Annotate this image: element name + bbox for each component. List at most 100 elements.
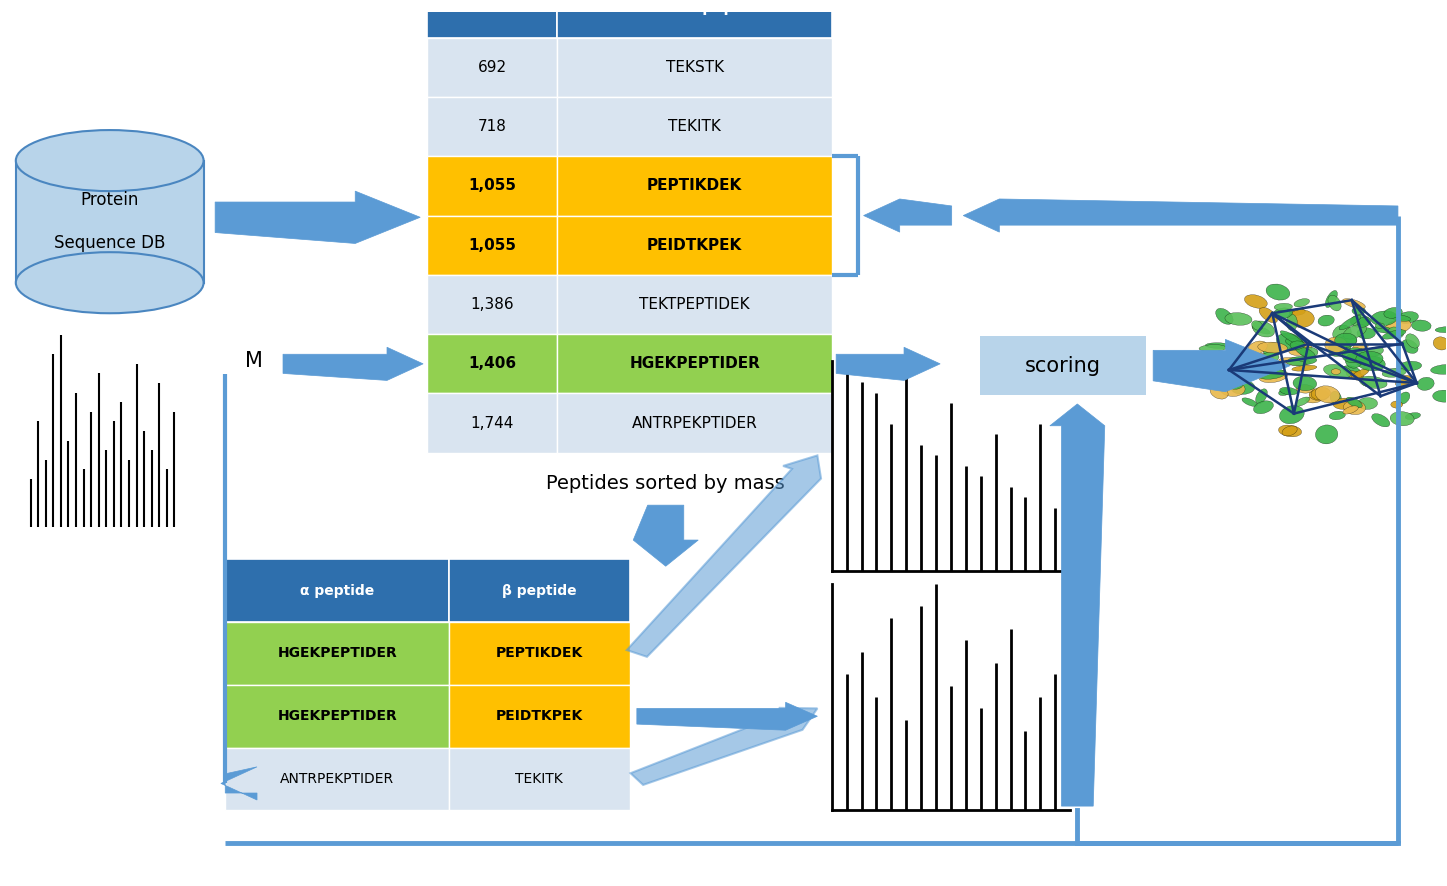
Text: TEKTPEPTIDEK: TEKTPEPTIDEK: [640, 297, 750, 312]
Ellipse shape: [1301, 347, 1318, 358]
Ellipse shape: [1288, 343, 1312, 355]
Ellipse shape: [1333, 325, 1351, 342]
Ellipse shape: [1266, 284, 1289, 300]
Ellipse shape: [1275, 303, 1292, 311]
FancyBboxPatch shape: [557, 156, 832, 215]
Text: HGEKPEPTIDER: HGEKPEPTIDER: [278, 647, 396, 660]
Ellipse shape: [1343, 324, 1366, 339]
Ellipse shape: [1405, 334, 1420, 348]
Ellipse shape: [1433, 337, 1447, 350]
Ellipse shape: [1288, 356, 1317, 365]
Ellipse shape: [1289, 341, 1305, 349]
Ellipse shape: [1388, 327, 1404, 338]
Ellipse shape: [1226, 313, 1252, 325]
Ellipse shape: [1244, 354, 1273, 368]
Text: PEIDTKPEK: PEIDTKPEK: [647, 237, 742, 253]
Ellipse shape: [1259, 369, 1288, 383]
FancyBboxPatch shape: [427, 393, 557, 453]
Text: Sequence DB: Sequence DB: [54, 235, 165, 253]
Ellipse shape: [1289, 310, 1314, 328]
Ellipse shape: [1285, 338, 1302, 346]
Ellipse shape: [1362, 380, 1378, 387]
Ellipse shape: [1263, 343, 1281, 356]
Text: PEPTIKDEK: PEPTIKDEK: [647, 178, 742, 193]
Ellipse shape: [1260, 353, 1279, 362]
FancyBboxPatch shape: [557, 275, 832, 334]
Ellipse shape: [1356, 355, 1385, 371]
Ellipse shape: [1343, 406, 1359, 414]
Text: 718: 718: [478, 119, 506, 134]
Ellipse shape: [1281, 330, 1304, 345]
Ellipse shape: [1328, 339, 1351, 356]
Ellipse shape: [1253, 400, 1273, 414]
Text: TEKSTK: TEKSTK: [666, 59, 724, 74]
FancyBboxPatch shape: [449, 622, 629, 685]
Ellipse shape: [1324, 337, 1347, 353]
Ellipse shape: [1252, 321, 1263, 330]
Text: HGEKPEPTIDER: HGEKPEPTIDER: [278, 710, 396, 723]
Ellipse shape: [1279, 387, 1298, 395]
FancyBboxPatch shape: [557, 215, 832, 275]
Ellipse shape: [1288, 337, 1308, 351]
Text: TEKITK: TEKITK: [515, 772, 563, 786]
Ellipse shape: [1289, 308, 1305, 315]
Polygon shape: [634, 505, 699, 566]
Ellipse shape: [1200, 345, 1226, 352]
Ellipse shape: [1373, 326, 1393, 333]
Text: PEPTIKDEK: PEPTIKDEK: [496, 647, 583, 660]
Ellipse shape: [1230, 380, 1255, 394]
Text: ANTRPEKPTIDER: ANTRPEKPTIDER: [632, 416, 757, 431]
FancyBboxPatch shape: [427, 215, 557, 275]
Ellipse shape: [1338, 315, 1360, 330]
FancyBboxPatch shape: [226, 748, 449, 811]
Ellipse shape: [1324, 364, 1351, 378]
FancyBboxPatch shape: [980, 336, 1146, 395]
Ellipse shape: [1279, 406, 1304, 424]
Polygon shape: [221, 767, 258, 800]
Polygon shape: [964, 199, 1398, 232]
Ellipse shape: [1405, 413, 1421, 420]
FancyBboxPatch shape: [449, 559, 629, 622]
FancyBboxPatch shape: [226, 622, 449, 685]
Ellipse shape: [1286, 314, 1298, 330]
Ellipse shape: [1224, 358, 1236, 366]
Text: modified peptide: modified peptide: [622, 0, 767, 15]
Ellipse shape: [1295, 397, 1310, 406]
FancyBboxPatch shape: [557, 97, 832, 156]
Text: 1,386: 1,386: [470, 297, 514, 312]
Ellipse shape: [1328, 295, 1341, 311]
Ellipse shape: [1356, 352, 1383, 366]
FancyBboxPatch shape: [449, 748, 629, 811]
Text: TEKITK: TEKITK: [669, 119, 721, 134]
Ellipse shape: [1297, 385, 1314, 393]
Ellipse shape: [1343, 400, 1366, 415]
FancyBboxPatch shape: [427, 97, 557, 156]
Polygon shape: [836, 347, 941, 380]
Text: Peptides sorted by mass: Peptides sorted by mass: [547, 474, 786, 493]
Ellipse shape: [1305, 397, 1321, 403]
FancyBboxPatch shape: [226, 685, 449, 748]
Ellipse shape: [1346, 370, 1365, 380]
Ellipse shape: [1294, 377, 1317, 391]
Ellipse shape: [1276, 333, 1302, 351]
FancyBboxPatch shape: [427, 37, 557, 97]
Ellipse shape: [1210, 385, 1229, 399]
Ellipse shape: [1325, 291, 1337, 307]
Ellipse shape: [1398, 392, 1409, 404]
Ellipse shape: [1227, 380, 1243, 389]
FancyBboxPatch shape: [557, 334, 832, 393]
FancyBboxPatch shape: [427, 334, 557, 393]
Ellipse shape: [1391, 401, 1402, 408]
Ellipse shape: [1359, 377, 1388, 388]
Ellipse shape: [1385, 320, 1411, 334]
Ellipse shape: [1433, 390, 1447, 402]
Ellipse shape: [1375, 323, 1385, 329]
Text: PEIDTKPEK: PEIDTKPEK: [496, 710, 583, 723]
Polygon shape: [627, 455, 820, 657]
Ellipse shape: [1383, 307, 1402, 318]
Ellipse shape: [1315, 385, 1340, 403]
Ellipse shape: [1286, 361, 1307, 366]
Text: mass: mass: [470, 0, 515, 15]
Text: 1,406: 1,406: [469, 356, 517, 371]
Ellipse shape: [1257, 342, 1288, 353]
